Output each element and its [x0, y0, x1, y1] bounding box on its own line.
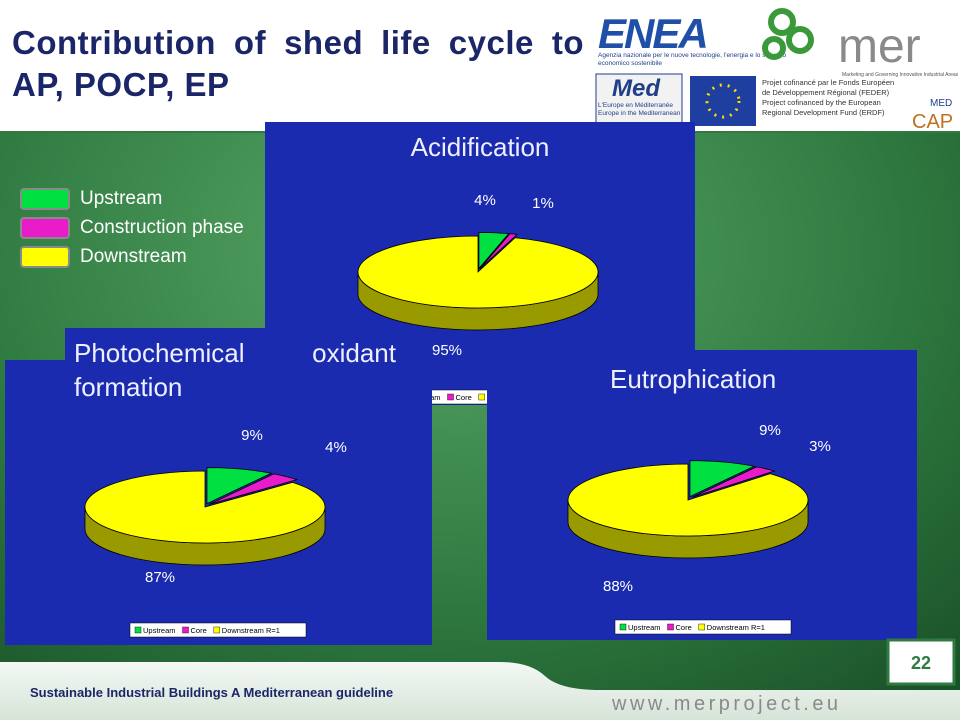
chart-legend-label: Core	[676, 623, 692, 632]
legend-label: Upstream	[80, 187, 163, 209]
mer-subtitle: Marketing and Governing Innovative Indus…	[842, 72, 959, 78]
data-label: 87%	[145, 569, 175, 586]
data-label: 9%	[241, 427, 263, 444]
mer-leaf	[786, 26, 814, 54]
legend-item: Upstream	[20, 184, 244, 213]
slice-top	[479, 233, 518, 269]
chart-legend-swatch	[667, 623, 674, 631]
data-label: 88%	[603, 578, 633, 595]
chart: Photochemical oxidant formation 9% 4% 87% Up…	[5, 328, 432, 645]
chart-legend-swatch	[619, 623, 627, 631]
mer-leaf	[762, 36, 786, 60]
medcap-bottom: CAP	[912, 111, 953, 133]
slice-top	[84, 470, 326, 544]
med-box	[595, 73, 683, 129]
pie-slice	[84, 470, 326, 566]
funding-text-box: Projet cofinancé par le Fonds Européen d…	[762, 78, 902, 118]
enea-subtitle: Agenzia nazionale per le nuove tecnologi…	[598, 52, 787, 67]
footer-url: www.merproject.eu	[611, 693, 842, 715]
chart-title: Photochemical oxidant formation	[74, 338, 396, 402]
data-label: 3%	[809, 438, 831, 455]
legend: Upstream Construction phase Downstream	[20, 184, 244, 271]
chart-title: Acidification	[410, 132, 550, 162]
mer-leaf	[768, 8, 796, 36]
chart-title-box: Photochemical oxidant formation	[74, 338, 396, 402]
legend-swatch	[20, 216, 70, 239]
med-subtitle-box: L'Europe en Méditerranée Europe in the M…	[598, 102, 681, 117]
feder-text: Projet cofinancé par le Fonds Européen d…	[762, 78, 895, 97]
chart-legend-label: Upstream	[143, 626, 176, 635]
chart-legend-swatch	[182, 626, 189, 634]
header-band	[0, 0, 960, 132]
slice-top	[692, 466, 776, 498]
data-label: 9%	[759, 422, 781, 439]
chart-legend-swatch	[213, 626, 220, 634]
legend-swatch	[20, 245, 70, 268]
footer-band	[0, 662, 960, 720]
pie-slice	[209, 473, 299, 505]
flag-stars	[705, 83, 741, 119]
pie-slice	[479, 233, 518, 269]
chart-legend-label: Downstream R=1	[222, 626, 280, 635]
page-number: 22	[911, 653, 931, 673]
med-logo: Med L'Europe en Méditerranée Europe in t…	[595, 73, 683, 129]
pie-slice	[689, 460, 756, 498]
medcap-top: MED	[930, 98, 952, 109]
chart-legend-swatch	[447, 393, 454, 401]
chart-legend-swatch	[698, 623, 705, 631]
data-label: 4%	[474, 192, 496, 209]
legend-swatch	[20, 187, 70, 210]
charts: Acidification 4% 1% 95% Upstream Core Downstre…	[5, 122, 917, 645]
chart-legend-swatch	[478, 393, 485, 401]
legend-label: Construction phase	[80, 216, 244, 238]
slice-top	[357, 235, 599, 309]
legend-item: Construction phase	[20, 213, 244, 242]
data-label: 1%	[532, 195, 554, 212]
eu-flag	[690, 76, 756, 126]
enea-subtitle-box: Agenzia nazionale per le nuove tecnologi…	[598, 52, 787, 67]
footer-caption: Sustainable Industrial Buildings A Medit…	[30, 685, 393, 700]
slice-top	[567, 463, 809, 537]
enea-logo: ENEA Agenzia nazionale per le nuove tecn…	[598, 10, 787, 67]
page-number-box	[886, 638, 956, 686]
data-label: 4%	[325, 439, 347, 456]
legend-label: Downstream	[80, 245, 187, 267]
chart-legend-label: Downstream R=1	[707, 623, 765, 632]
chart-title-box: Eutrophication	[610, 364, 777, 394]
funding-text: Projet cofinancé par le Fonds Européen d…	[762, 78, 902, 118]
chart-legend-swatch	[134, 626, 142, 634]
chart-legend: Upstream Core Downstream R=1	[129, 622, 307, 638]
slide-title: Contribution of shed life cycle to AP, P…	[12, 24, 584, 103]
pie-slice	[478, 232, 510, 270]
chart-title-box: Acidification	[410, 132, 550, 162]
pie-slice	[357, 235, 599, 331]
title-panel	[65, 328, 417, 410]
enea-text: ENEA	[598, 10, 707, 57]
pie-slice	[567, 463, 809, 559]
chart-legend-label: Core	[456, 393, 472, 402]
slice-top	[689, 460, 756, 498]
legend-item: Downstream	[20, 242, 244, 271]
mer-logo: mer Marketing and Governing Innovative I…	[762, 8, 959, 78]
erdf-text: Project cofinanced by the European Regio…	[762, 98, 885, 117]
chart-legend-label: Core	[191, 626, 207, 635]
chart: Acidification4%1%95%UpstreamCoreDownstre…	[265, 122, 695, 405]
data-label: 95%	[432, 342, 462, 359]
chart-panel	[487, 350, 917, 640]
slice-top	[478, 232, 510, 270]
med-subtitle: L'Europe en Méditerranée Europe in the M…	[598, 102, 681, 117]
chart: Eutrophication 9% 3% 88% Upstream Core Downstr…	[487, 350, 917, 640]
pie-slice	[206, 467, 273, 505]
pie-slice	[692, 466, 776, 498]
chart-legend-label: Upstream	[628, 623, 661, 632]
chart-legend: Upstream Core Downstream R=1	[614, 619, 792, 635]
med-text: Med	[612, 75, 661, 102]
slice-top	[209, 473, 299, 505]
medcap-logo: MED CAP	[912, 98, 953, 133]
slice-top	[206, 467, 273, 505]
mer-text: mer	[838, 20, 921, 73]
chart-title: Eutrophication	[610, 364, 777, 394]
